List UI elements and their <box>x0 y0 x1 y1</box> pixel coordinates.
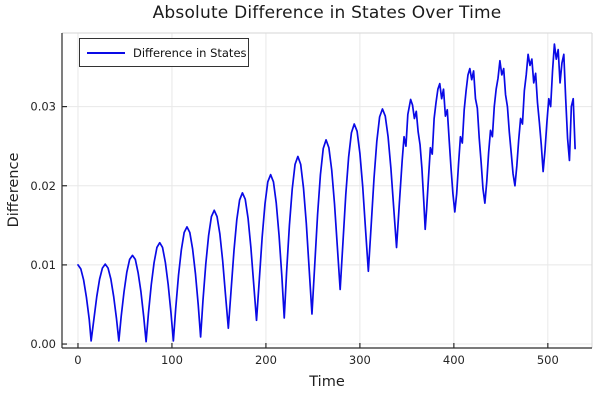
chart-title: Absolute Difference in States Over Time <box>152 3 502 23</box>
series-line <box>77 43 576 343</box>
y-tick-label: 0.01 <box>30 258 56 272</box>
y-tick-label: 0.00 <box>30 337 56 351</box>
x-tick-label: 200 <box>255 353 277 367</box>
x-axis-label: Time <box>309 374 345 390</box>
legend-line-sample <box>87 51 125 54</box>
x-tick-label: 100 <box>161 353 183 367</box>
y-tick-label: 0.03 <box>30 100 56 114</box>
legend: Difference in States <box>79 38 249 67</box>
legend-label: Difference in States <box>133 45 247 60</box>
y-tick-label: 0.02 <box>30 179 56 193</box>
y-axis-label: Difference <box>6 152 22 228</box>
x-tick-label: 300 <box>349 353 371 367</box>
x-tick-label: 400 <box>443 353 465 367</box>
x-tick-label: 500 <box>537 353 559 367</box>
x-tick-label: 0 <box>74 353 81 367</box>
